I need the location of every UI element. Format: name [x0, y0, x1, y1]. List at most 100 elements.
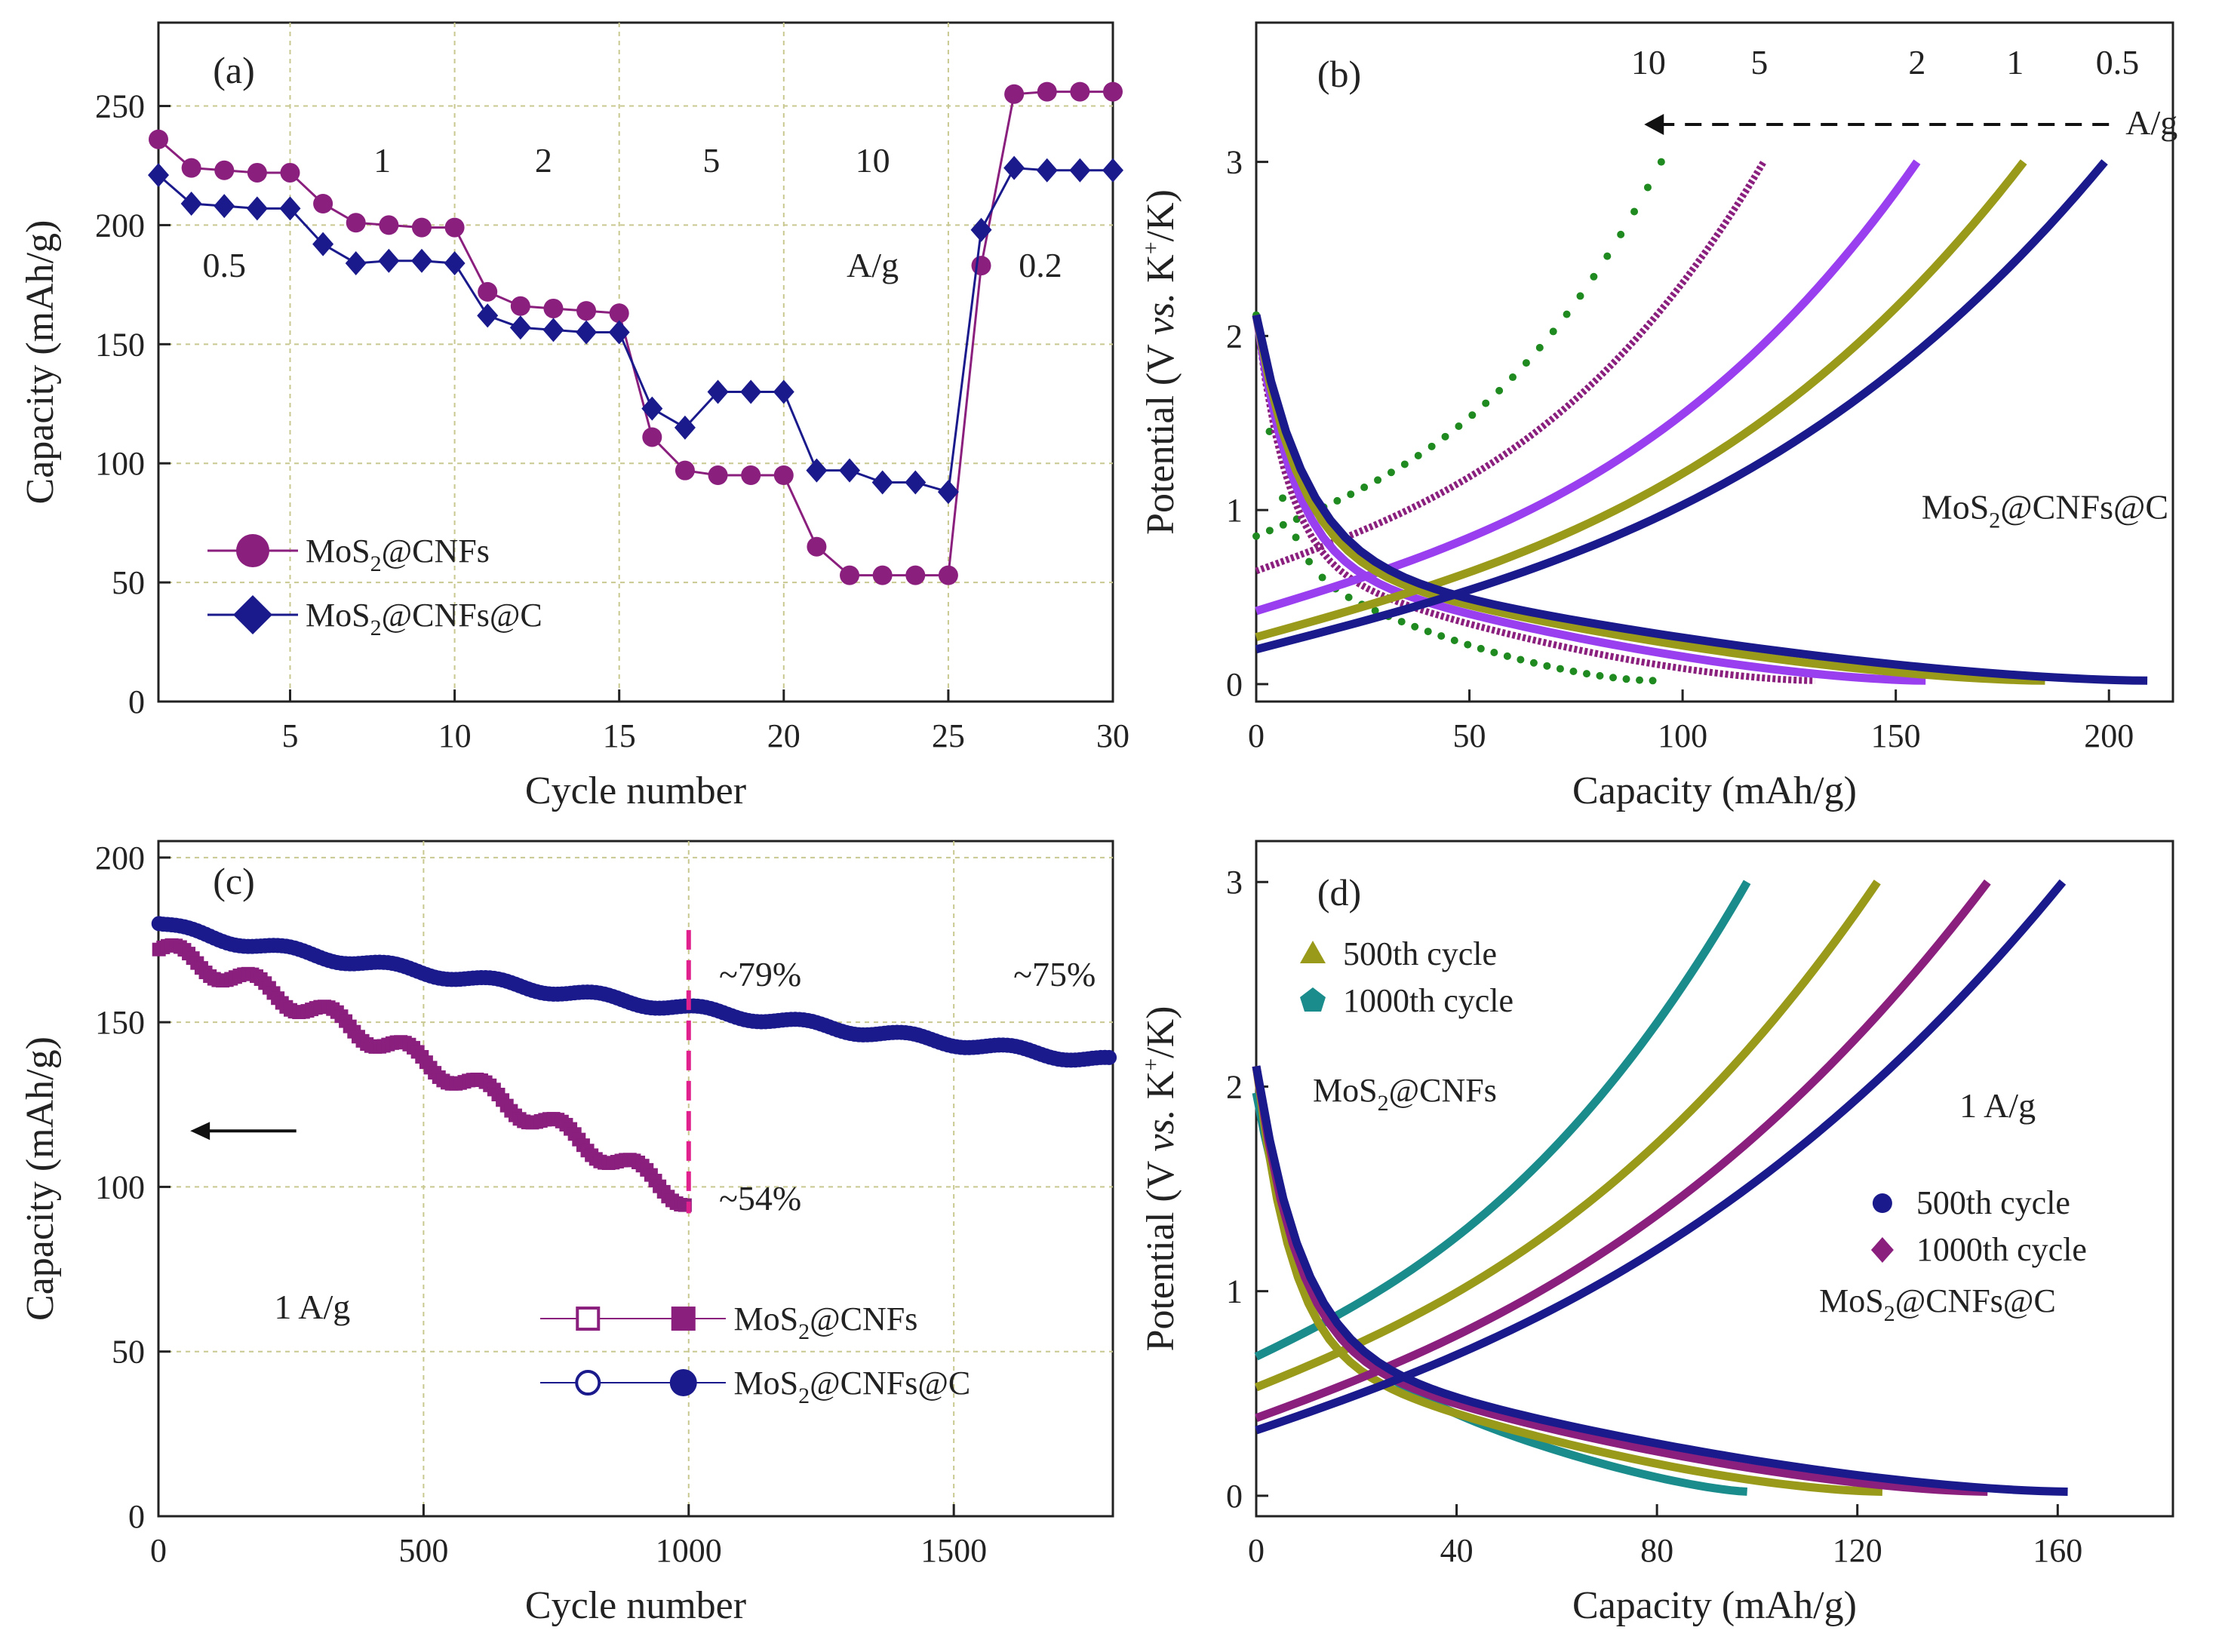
plot-frame [157, 21, 1114, 703]
charge-curve-10 [1535, 343, 1544, 352]
y-title-italic: vs. [1139, 293, 1182, 335]
data-point [609, 303, 629, 324]
arrow-head [1644, 114, 1664, 135]
data-point [1103, 81, 1123, 102]
plot-frame [1255, 21, 2174, 703]
x-tick-label: 25 [932, 717, 965, 754]
charge-curve-10 [1360, 484, 1369, 492]
y-tick-label: 3 [1226, 864, 1243, 901]
sample-label: MoS2@CNFs [1313, 1072, 1497, 1116]
data-point [181, 158, 201, 178]
legend-text: MoS [734, 1300, 799, 1337]
discharge-curve-10 [1424, 628, 1432, 636]
x-tick-label: 160 [2033, 1532, 2082, 1569]
sample-subscript: 2 [1989, 508, 2000, 533]
y-tick-label: 0 [128, 1498, 145, 1535]
x-axis-title: Cycle number [525, 769, 746, 812]
arrow-head [190, 1122, 211, 1141]
data-point [807, 536, 827, 557]
rate-label: 1 [373, 141, 391, 180]
data-point [411, 217, 432, 238]
y-tick-label: 2 [1226, 1068, 1243, 1105]
data-point [674, 415, 696, 440]
y-tick-label: 0 [128, 683, 145, 720]
legend-label: MoS2@CNFs@C [306, 597, 542, 640]
charge-curve-10 [1441, 432, 1449, 441]
charge-curve-0.5 [1255, 159, 2108, 654]
charge-curve [1254, 880, 1751, 1361]
charge-curve-10 [1482, 399, 1490, 407]
y-axis-title: Capacity (mAh/g) [19, 220, 62, 505]
data-point [378, 248, 400, 273]
discharge-curve-10 [1279, 494, 1287, 502]
discharge-curve-10 [1609, 674, 1618, 682]
data-point [510, 296, 530, 316]
data-point [839, 458, 861, 483]
x-tick-label: 500 [398, 1532, 448, 1569]
y-tick-label: 100 [95, 445, 145, 482]
charge-curve-10 [1549, 327, 1557, 336]
data-point [937, 480, 959, 505]
data-point [741, 465, 761, 485]
legend-text: MoS [306, 533, 370, 570]
charge-curve-10 [1374, 476, 1382, 484]
discharge-curve-10 [1437, 632, 1446, 640]
data-point [444, 250, 466, 275]
series-line-1 [158, 167, 1113, 494]
data-point [1037, 81, 1057, 102]
panel-label: (d) [1317, 871, 1361, 914]
rate-label: 5 [702, 141, 720, 180]
plot-frame [1255, 840, 2174, 1518]
y-tick-label: 150 [95, 326, 145, 363]
annotation: ~79% [719, 955, 801, 993]
x-tick-label: 80 [1640, 1532, 1673, 1569]
charge-curve-10 [1576, 292, 1584, 300]
legend-label: MoS2@CNFs [306, 533, 490, 576]
rate-label: 2 [1908, 43, 1925, 81]
data-point [313, 194, 333, 213]
legend-marker [233, 595, 272, 634]
panel-label: (a) [213, 49, 255, 91]
y-title-part: K [1139, 1070, 1182, 1109]
data-point [214, 160, 235, 180]
charge-curve-10 [1455, 422, 1463, 431]
rate-label: A/g [847, 246, 899, 284]
y-axis-title: Potential (V vs. K+/K) [1139, 189, 1182, 535]
data-point [180, 192, 202, 216]
legend-text: @CNFs@C [810, 1365, 970, 1402]
rate-label: 0.5 [202, 246, 246, 284]
data-point [148, 163, 169, 188]
sample-text: MoS [1313, 1072, 1378, 1109]
discharge-curve-10 [1503, 652, 1511, 660]
data-point [707, 379, 729, 404]
rate-label: 1 A/g [1959, 1086, 2036, 1125]
legend-subscript: 2 [798, 1383, 810, 1408]
rate-label: 10 [1631, 43, 1666, 81]
x-tick-label: 20 [767, 717, 801, 754]
annotation: ~75% [1013, 955, 1096, 993]
y-axis-title: Capacity (mAh/g) [19, 1036, 62, 1321]
x-tick-label: 0 [150, 1532, 167, 1569]
y-title-italic: vs. [1139, 1109, 1182, 1151]
panel-b: 0 50 100 150 200 0 1 2 3 (b) Capacity (mAh/g) Poten… [1139, 21, 2177, 812]
x-tick-label: 100 [1658, 717, 1707, 754]
data-point [938, 565, 958, 585]
data-point [905, 565, 926, 585]
data-point [478, 281, 498, 302]
rate-label: 0.5 [2096, 43, 2140, 81]
discharge-curve-10 [1596, 671, 1604, 680]
charge-curve-10 [1630, 207, 1639, 216]
data-point [312, 232, 334, 256]
rate-label: 10 [856, 141, 890, 180]
data-point [1003, 155, 1025, 180]
legend-marker [1300, 987, 1326, 1012]
x-tick-label: 150 [1871, 717, 1921, 754]
panel-label: (c) [213, 860, 255, 902]
charge-curve-10 [1522, 359, 1530, 367]
charge-curve-10 [1563, 310, 1571, 318]
data-point [246, 196, 268, 221]
discharge-curve-10 [1477, 644, 1485, 653]
legend-marker [1300, 941, 1326, 963]
annotation: 1 A/g [274, 1288, 350, 1326]
discharge-curve-10 [1305, 557, 1314, 566]
